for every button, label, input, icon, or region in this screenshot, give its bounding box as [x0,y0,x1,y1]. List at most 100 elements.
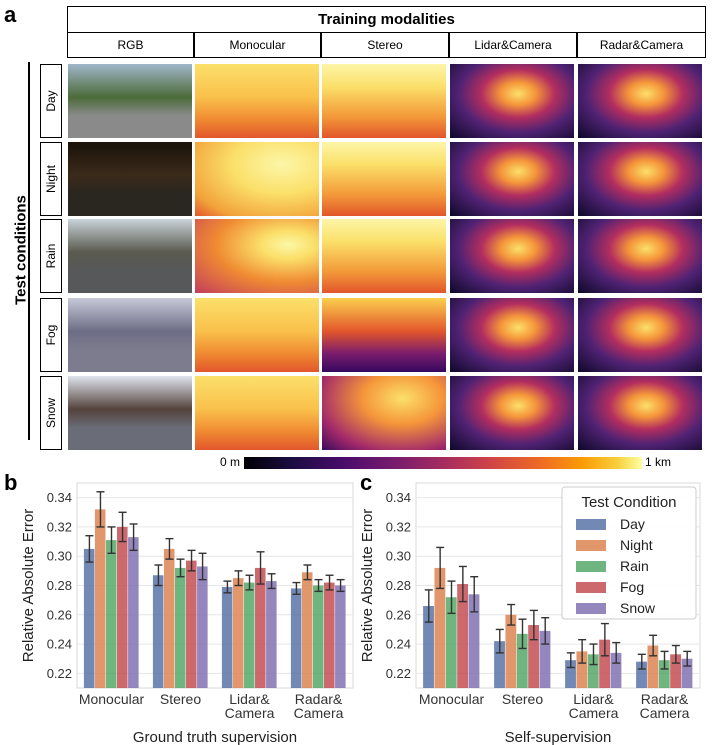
bar-rain [243,582,255,688]
row-label-day: Day [40,64,62,138]
y-tick-label: 0.26 [47,607,72,622]
bar-fog [324,582,335,688]
x-tick-line: Lidar& [573,691,614,707]
depth-map-night-3 [450,142,574,216]
legend-label-day: Day [620,516,645,532]
colorbar-min-label: 0 m [220,455,241,469]
bar-day [494,641,505,688]
bar-rain [105,540,117,688]
depth-map-snow-1 [195,376,319,450]
x-tick-label: Monocular [79,691,145,707]
bar-rain [587,654,599,688]
row-label-text: Rain [44,243,58,269]
bar-fog [457,584,469,688]
legend-label-night: Night [620,537,653,553]
bar-snow [197,566,208,688]
bar-snow [468,594,480,688]
row-label-rain: Rain [40,219,62,293]
x-tick-line: Radar& [641,691,689,707]
bar-fog [117,526,128,688]
x-axis-label: Ground truth supervision [133,729,297,745]
bar-night [94,509,106,688]
test-conditions-bracket [28,62,30,440]
x-tick-label: Monocular [419,691,485,707]
depth-map-night-2 [322,142,446,216]
y-tick-label: 0.34 [47,490,72,505]
depth-map-day-1 [195,64,319,138]
rgb-image-rain-0 [68,219,192,293]
depth-map-fog-3 [450,298,574,372]
legend-swatch-day [576,519,606,530]
bar-night [576,651,588,688]
bar-fog [599,639,611,688]
test-conditions-text: Test conditions [12,195,30,305]
row-label-text: Snow [44,397,58,429]
depth-map-rain-4 [578,219,702,293]
x-tick-line: Camera [640,705,690,721]
bar-night [505,614,517,688]
depth-map-snow-4 [578,376,702,450]
bar-fog [670,654,682,688]
column-header-2: Stereo [321,32,449,58]
depth-map-fog-2 [322,298,446,372]
bar-day [221,586,233,688]
x-tick-line: Monocular [419,691,485,707]
row-label-text: Night [44,164,58,194]
bar-snow [539,630,551,688]
bar-night [301,572,313,688]
row-label-text: Fog [44,324,58,346]
bar-rain [445,597,457,688]
depth-map-rain-1 [195,219,319,293]
bar-fog [255,567,266,688]
bar-fog [186,560,197,688]
rgb-image-day-0 [68,64,192,138]
bar-fog [528,625,540,688]
x-tick-label: Lidar& Camera [225,691,275,721]
bar-rain [516,633,528,688]
x-tick-label: Lidar& Camera [569,691,619,721]
x-tick-line: Radar& [295,691,343,707]
rgb-image-night-0 [68,142,192,216]
x-tick-line: Camera [569,705,619,721]
rgb-image-fog-0 [68,298,192,372]
legend-title: Test Condition [581,494,676,511]
x-tick-label: Stereo [502,691,543,707]
bar-rain [174,567,186,688]
depth-map-snow-2 [322,376,446,450]
bar-night [232,578,244,688]
depth-map-rain-3 [450,219,574,293]
x-tick-label: Radar& Camera [294,691,344,721]
row-label-text: Day [44,90,58,112]
y-tick-label: 0.30 [386,549,411,564]
depth-map-snow-3 [450,376,574,450]
training-modalities-title: Training modalities [67,6,706,32]
bar-snow [266,581,277,688]
y-tick-label: 0.32 [47,519,72,534]
y-tick-label: 0.28 [47,578,72,593]
rgb-image-snow-0 [68,376,192,450]
colorbar-max-label: 1 km [645,455,672,469]
bar-day [565,660,576,688]
bar-day [290,588,302,688]
bar-night [163,548,175,688]
x-tick-line: Camera [225,705,275,721]
x-tick-line: Lidar& [229,691,270,707]
bar-rain [312,585,324,688]
x-tick-label: Stereo [160,691,201,707]
y-tick-label: 0.28 [386,578,411,593]
test-conditions-label: Test conditions [8,60,34,440]
depth-map-fog-1 [195,298,319,372]
x-tick-label: Radar& Camera [640,691,690,721]
y-tick-label: 0.22 [386,666,411,681]
y-axis-label: Relative Absolute Error [20,509,37,662]
x-tick-line: Stereo [160,691,201,707]
column-header-4: Radar&Camera [577,32,706,58]
depth-map-day-3 [450,64,574,138]
bar-rain [658,660,670,688]
legend-swatch-night [576,540,606,551]
y-tick-label: 0.24 [386,637,411,652]
legend-swatch-rain [576,561,606,572]
y-axis-label: Relative Absolute Error [359,509,376,662]
bar-night [647,645,659,688]
depth-map-night-4 [578,142,702,216]
